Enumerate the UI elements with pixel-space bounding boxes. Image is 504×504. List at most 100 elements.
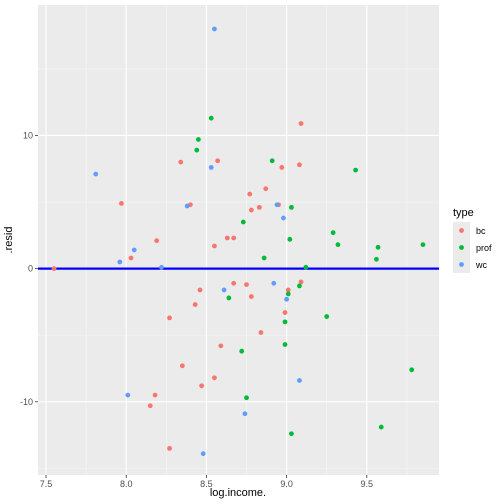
point-bc [263,186,269,192]
point-wc [93,171,99,177]
point-bc [256,204,262,210]
point-bc [279,165,285,170]
point-prof [282,319,288,325]
x-tick-label: 9.0 [280,479,293,489]
y-tick-label: 10 [23,130,33,140]
point-wc [281,215,286,221]
point-bc [297,162,302,168]
grid-major [38,5,439,475]
legend-swatch-bc [459,228,464,233]
point-prof [240,219,246,225]
legend-label-wc: wc [475,260,487,270]
point-bc [285,287,291,293]
point-prof [196,137,201,142]
point-bc [152,392,158,398]
point-bc [298,279,304,285]
x-tick-label: 7.5 [40,479,53,489]
point-prof [261,255,267,261]
legend-label-bc: bc [476,226,486,236]
grid-minor [38,5,439,475]
point-prof [378,424,384,430]
point-wc [117,259,123,265]
point-bc [258,330,264,335]
point-bc [167,315,172,321]
point-wc [297,378,302,383]
point-bc [197,287,203,293]
y-axis-ticks: -10 0 10 [20,130,38,407]
point-bc [248,207,254,213]
point-prof [330,230,336,236]
point-wc [284,296,290,302]
point-bc [282,310,288,315]
legend-items: bc prof wc [453,222,492,273]
point-wc [212,26,217,32]
point-prof [409,367,415,373]
point-prof [420,242,426,248]
point-bc [215,158,221,164]
point-wc [221,287,227,293]
point-wc [274,202,280,208]
point-bc [119,200,124,206]
point-bc [231,280,237,286]
point-wc [131,247,137,253]
point-prof [282,342,288,347]
point-wc [159,264,164,270]
point-bc [224,235,230,241]
point-prof [297,283,302,289]
x-tick-label: 8.5 [200,479,213,489]
plot-panel [38,5,439,475]
legend-label-prof: prof [476,243,492,253]
point-prof [324,314,330,319]
point-prof [285,291,291,297]
point-wc [271,280,277,286]
point-bc [192,302,198,307]
point-prof [289,204,294,210]
point-wc [125,392,131,398]
y-tick-label: -10 [20,397,33,407]
point-prof [374,256,379,262]
y-tick-label: 0 [28,264,33,274]
point-prof [244,395,249,401]
point-prof [375,244,381,250]
point-wc [200,451,206,457]
point-bc [179,363,185,369]
point-prof [194,147,200,153]
point-bc [244,282,249,288]
point-bc [199,383,205,389]
point-prof [226,295,232,301]
point-bc [248,294,254,299]
legend-title: type [453,207,474,219]
point-bc [178,159,184,165]
point-bc [218,343,224,349]
point-prof [208,115,214,121]
point-wc [242,411,248,417]
x-tick-label: 9.5 [361,479,374,489]
point-bc [247,191,253,197]
point-bc [298,121,304,126]
point-bc [167,445,172,451]
x-tick-label: 8.0 [120,479,133,489]
legend: type bc prof wc [453,207,492,273]
legend-swatch-wc [459,262,464,267]
point-bc [231,235,237,241]
point-prof [289,431,294,437]
point-prof [335,242,341,248]
y-axis-title: .resid [3,227,15,254]
points-layer [51,26,426,457]
point-prof [353,167,358,173]
point-prof [239,348,245,354]
point-bc [212,243,217,249]
x-axis-ticks: 7.5 8.0 8.5 9.0 9.5 [40,475,373,489]
point-prof [269,158,275,164]
point-wc [208,165,214,170]
point-bc [154,238,160,244]
point-bc [51,266,57,272]
x-axis-title: log.income. [210,487,266,499]
point-wc [184,203,190,209]
point-bc [147,403,153,409]
point-prof [287,236,293,242]
point-bc [128,255,134,261]
point-bc [212,375,217,381]
point-prof [303,264,309,270]
